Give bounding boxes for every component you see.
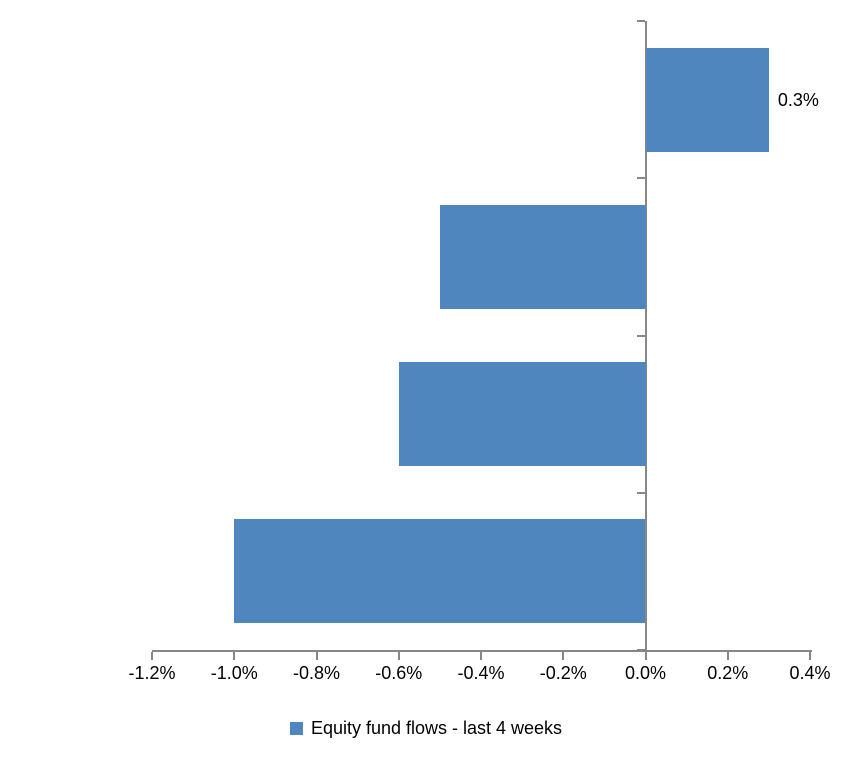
bar-japan [439,205,646,309]
value-axis-tick-label-8: 0.4% [789,663,831,683]
category-boundary-tick [636,20,645,22]
category-boundary-tick [636,491,645,494]
bar-us [645,48,769,152]
value-axis-tick [726,652,729,660]
value-axis-tick [644,652,647,660]
value-axis-tick-label-1: -1.0% [210,663,258,683]
value-axis-tick [397,652,400,660]
value-axis-tick [562,652,565,660]
value-axis-tick-label-2: -0.8% [292,663,341,683]
value-axis-tick-label-7: 0.2% [707,663,749,683]
category-boundary-tick [636,334,645,337]
bar-europe-ex-uk [398,362,646,466]
value-axis-tick-label-4: -0.4% [457,663,505,683]
value-axis-tick [315,652,318,660]
value-axis-tick [809,652,811,660]
value-axis-tick-label-0: -1.2% [128,663,176,683]
value-axis-tick-label-6: 0.0% [624,663,667,683]
value-axis-tick [151,652,153,660]
category-boundary-tick [636,177,645,180]
legend-swatch-icon [289,721,303,735]
legend-label: Equity fund flows - last 4 weeks [310,718,563,738]
data-label-us: 0.3% [777,89,819,110]
legend: Equity fund flows - last 4 weeks [0,719,852,737]
value-axis-tick [480,652,482,660]
bar-uk [234,519,646,623]
value-axis-tick-label-3: -0.6% [375,663,423,683]
value-axis-tick-label-5: -0.2% [539,663,587,683]
category-boundary-tick [636,649,645,651]
value-axis-tick [233,652,236,660]
category-axis-line [644,21,647,652]
value-axis-line [152,650,812,652]
